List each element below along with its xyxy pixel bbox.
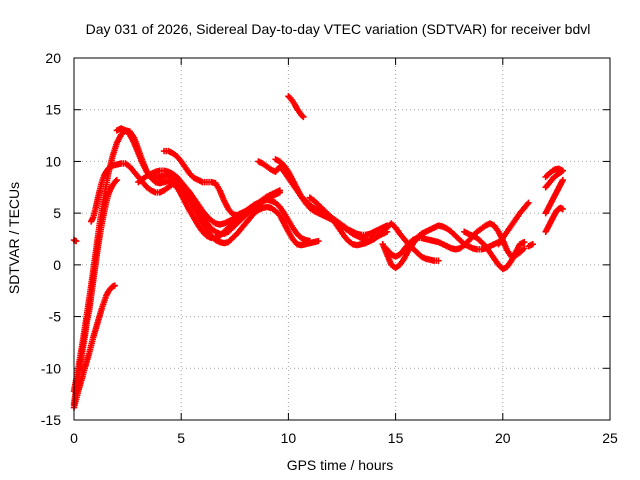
- chart-title: Day 031 of 2026, Sidereal Day-to-day VTE…: [86, 21, 591, 37]
- data-point-track-2: [113, 176, 121, 184]
- data-point-track-5: [306, 237, 314, 245]
- data-point-track-2: [112, 177, 120, 185]
- x-tick-label: 20: [495, 430, 511, 446]
- x-tick-label: 0: [70, 430, 78, 446]
- data-point-track-20: [542, 173, 549, 181]
- x-tick-label: 5: [177, 430, 185, 446]
- axis-ticks: 0 5 10 15 20 25 -15 -10 -5 0 5 10 15 20: [41, 50, 618, 446]
- x-axis-label: GPS time / hours: [287, 457, 394, 473]
- data-point-track-3: [111, 282, 118, 289]
- plot-frame: [73, 57, 611, 421]
- y-tick-label: 5: [53, 205, 61, 221]
- data-point-track-4: [315, 237, 322, 245]
- data-point-track-19: [559, 176, 567, 184]
- data-point-track-16: [524, 200, 531, 208]
- x-tick-label: 15: [388, 430, 404, 446]
- data-point-track-11: [300, 113, 307, 121]
- data-point-track-14: [521, 245, 528, 252]
- data-point-track-18: [559, 205, 567, 213]
- data-point-track-11: [299, 112, 306, 120]
- y-tick-label: 15: [45, 102, 61, 118]
- data-point-track-12: [435, 257, 442, 264]
- y-tick-label: -10: [41, 360, 61, 376]
- data-points: [70, 93, 567, 411]
- data-point-track-7: [276, 189, 284, 196]
- x-tick-label: 10: [281, 430, 297, 446]
- x-tick-label: 25: [602, 430, 618, 446]
- y-tick-label: 20: [45, 50, 61, 66]
- y-tick-label: 0: [53, 257, 61, 273]
- y-tick-label: -5: [49, 309, 62, 325]
- data-point-track-17: [529, 240, 537, 248]
- grid: [74, 58, 610, 420]
- data-point-track-8: [242, 207, 249, 215]
- y-tick-label: -15: [41, 412, 61, 428]
- y-tick-label: 10: [45, 153, 61, 169]
- data-point-track-16: [525, 199, 532, 206]
- y-axis-label: SDTVAR / TECUs: [6, 182, 22, 294]
- data-point-track-15: [521, 238, 528, 246]
